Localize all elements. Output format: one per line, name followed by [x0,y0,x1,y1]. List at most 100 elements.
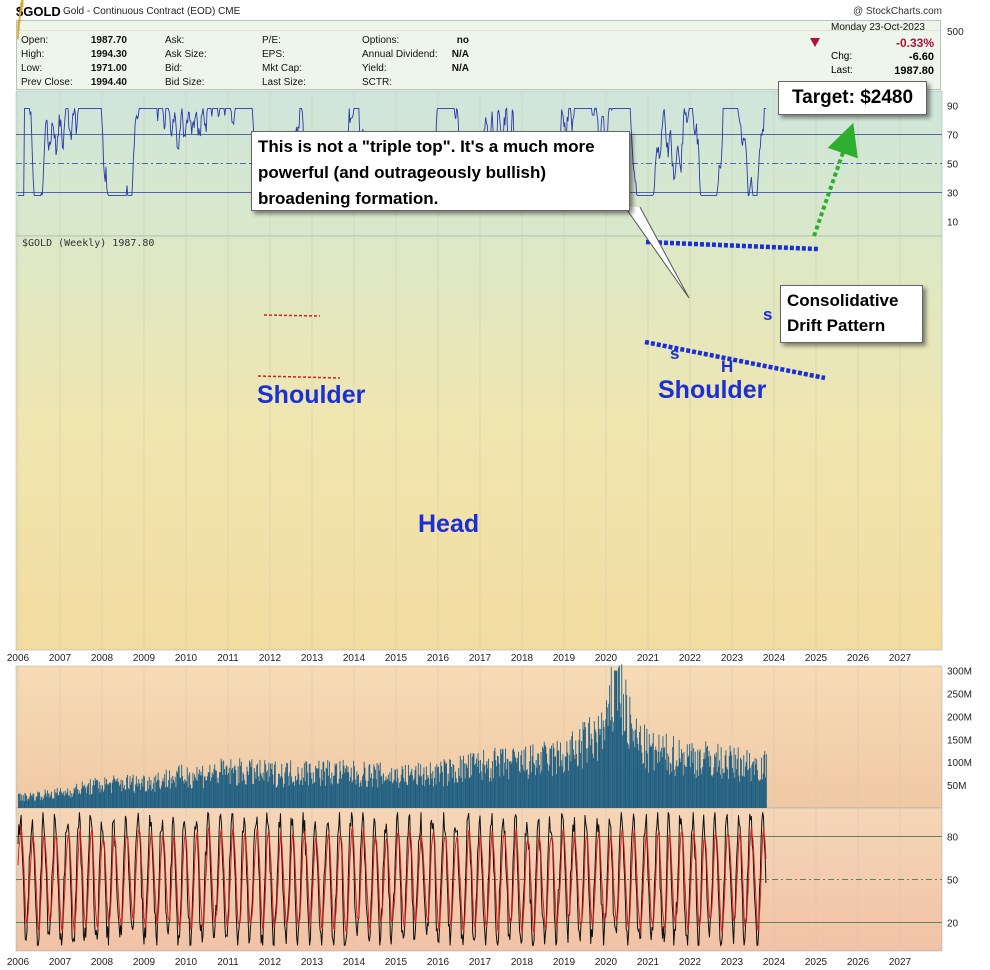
volume-bar [185,780,187,808]
volume-bar [749,752,750,808]
volume-bar [603,727,605,808]
volume-bar [194,774,195,808]
stochastic-tick-label: 20 [947,918,959,929]
volume-bar [656,763,658,808]
volume-bar [380,776,382,808]
volume-bar [686,767,687,808]
volume-bar [215,770,216,808]
volume-bar [370,777,372,808]
volume-bar [530,745,531,808]
volume-bar [423,767,425,808]
volume-bar [364,767,366,808]
volume-bar [119,785,120,808]
chg-label: Chg: [831,51,853,62]
volume-bar [372,778,374,808]
volume-bar [200,771,202,808]
volume-bar [128,789,130,808]
volume-bar [102,792,104,808]
volume-bar [21,794,23,808]
volume-bar [485,764,487,808]
volume-bar [567,752,569,808]
volume-bar [459,755,461,808]
volume-bar [698,751,700,808]
volume-bar [95,780,97,808]
volume-bar [100,785,102,808]
volume-bar [424,786,426,808]
volume-bar [639,732,640,808]
volume-bar [585,727,586,808]
volume-bar [237,766,239,808]
volume-bar [224,774,226,808]
quote-label: Prev Close: [21,77,73,88]
axis-labels: 2006200620072007200820082009200920102010… [7,27,972,968]
small-s-left-label: s [670,344,680,363]
volume-bar [375,779,377,808]
volume-bar [692,762,694,808]
volume-bar [604,740,606,808]
volume-bar [725,750,727,808]
volume-bar [219,772,221,808]
volume-bar [189,772,191,808]
volume-bar [203,787,204,808]
volume-bar [646,728,648,808]
exchange-name: CME [218,6,241,17]
volume-bar [181,764,183,808]
volume-bar [601,712,603,808]
volume-bar [493,751,495,808]
volume-bar [229,784,231,808]
volume-bar [118,782,120,808]
volume-bar [264,760,266,808]
volume-bar [219,772,220,808]
volume-bar [480,760,481,808]
volume-bar [333,775,335,808]
volume-bar [347,766,349,808]
volume-bar [61,793,63,808]
volume-bar [260,773,262,808]
volume-bar [586,762,588,808]
volume-bar [561,766,563,808]
volume-bar [660,751,661,808]
volume-bar [570,761,572,808]
volume-bar [266,770,268,808]
volume-bar [627,744,629,808]
volume-bar [156,782,157,808]
volume-bar [389,772,391,808]
volume-bar [29,796,31,808]
volume-bar [267,781,269,808]
volume-bar [379,762,381,808]
volume-bar [131,777,133,808]
volume-bar [251,759,253,808]
volume-bar [680,762,682,808]
volume-bar [328,775,330,808]
x-tick-label: 2021 [637,957,660,968]
volume-bar [68,795,69,808]
volume-bar [494,747,496,808]
stochastic-tick-label: 50 [947,876,959,887]
volume-bar [715,752,717,808]
volume-bar [611,717,613,808]
volume-bar [550,749,552,808]
volume-bar [461,759,463,808]
volume-bar [228,773,229,808]
volume-bar [145,790,147,808]
volume-bar [287,763,288,808]
volume-bar [595,732,597,808]
stochastic-series [17,812,767,948]
volume-bar [170,777,172,808]
x-tick-label: 2020 [595,957,618,968]
volume-bar [505,748,506,808]
volume-bar [635,718,637,808]
x-tick-label: 2026 [847,653,870,664]
volume-bar [376,763,378,808]
volume-bar [749,767,751,808]
volume-bar [446,763,447,808]
volume-bar [639,725,641,808]
volume-bar [358,774,359,808]
small-s-right-label: s [763,305,773,324]
x-tick-label: 2013 [301,653,324,664]
volume-bar [508,779,510,808]
volume-bar [57,795,59,808]
volume-bar [765,777,766,808]
volume-bar [168,780,170,808]
x-tick-label: 2017 [469,957,492,968]
